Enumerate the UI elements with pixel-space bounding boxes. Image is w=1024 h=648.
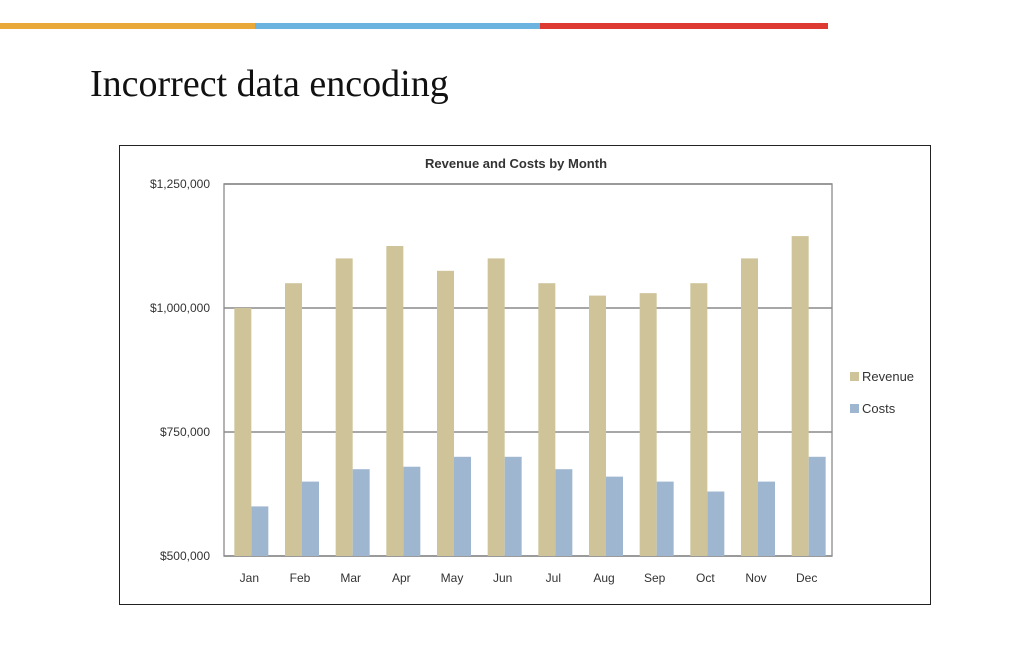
bar-costs	[504, 456, 522, 556]
y-tick-label: $750,000	[160, 425, 210, 439]
x-tick-label: May	[441, 571, 464, 585]
bar-costs	[606, 476, 623, 556]
bar-revenue	[437, 270, 454, 556]
slide-title: Incorrect data encoding	[90, 63, 449, 105]
legend-label: Costs	[862, 401, 896, 416]
x-tick-label: Nov	[745, 571, 766, 585]
bar-revenue	[487, 258, 505, 556]
x-tick-label: Feb	[290, 571, 311, 585]
bar-costs	[707, 491, 725, 556]
bar-costs	[454, 456, 471, 556]
y-tick-label: $500,000	[160, 549, 210, 563]
bar-revenue	[234, 308, 252, 556]
bar-costs	[403, 466, 421, 556]
legend: Revenue Costs	[850, 369, 914, 416]
bar-costs	[555, 469, 573, 556]
bar-costs	[302, 481, 319, 556]
bar-revenue	[639, 293, 657, 556]
x-tick-label: Apr	[392, 571, 411, 585]
bars-layer	[234, 236, 826, 556]
bar-revenue	[335, 258, 353, 556]
bar-revenue	[791, 236, 809, 556]
x-tick-label: Jul	[546, 571, 561, 585]
bar-costs	[352, 469, 370, 556]
legend-swatch	[850, 404, 859, 413]
x-tick-label: Sep	[644, 571, 666, 585]
accent-bar-blue	[255, 23, 540, 29]
x-tick-label: Mar	[340, 571, 361, 585]
x-tick-label: Jun	[493, 571, 512, 585]
x-tick-label: Dec	[796, 571, 817, 585]
chart-title: Revenue and Costs by Month	[425, 156, 607, 171]
bar-chart: Revenue and Costs by Month $500,000 $750,…	[150, 156, 914, 585]
axis-layer: $500,000 $750,000 $1,000,000 $1,250,000 Jan F…	[150, 177, 817, 585]
bar-revenue	[741, 258, 758, 556]
bar-revenue	[538, 283, 556, 556]
y-tick-label: $1,250,000	[150, 177, 210, 191]
bar-revenue	[285, 283, 302, 556]
bar-revenue	[589, 295, 606, 556]
legend-swatch	[850, 372, 859, 381]
grid-layer	[223, 183, 833, 557]
y-tick-label: $1,000,000	[150, 301, 210, 315]
bar-costs	[758, 481, 775, 556]
bar-revenue	[386, 246, 404, 556]
accent-bar-red	[540, 23, 828, 29]
x-tick-label: Oct	[696, 571, 715, 585]
bar-revenue	[690, 283, 708, 556]
accent-bar-orange	[0, 23, 255, 29]
x-tick-label: Aug	[593, 571, 614, 585]
bar-costs	[251, 506, 269, 556]
bar-costs	[656, 481, 674, 556]
bar-costs	[808, 456, 826, 556]
chart-frame: Revenue and Costs by Month $500,000 $750,…	[119, 145, 931, 605]
x-tick-label: Jan	[240, 571, 259, 585]
legend-label: Revenue	[862, 369, 914, 384]
